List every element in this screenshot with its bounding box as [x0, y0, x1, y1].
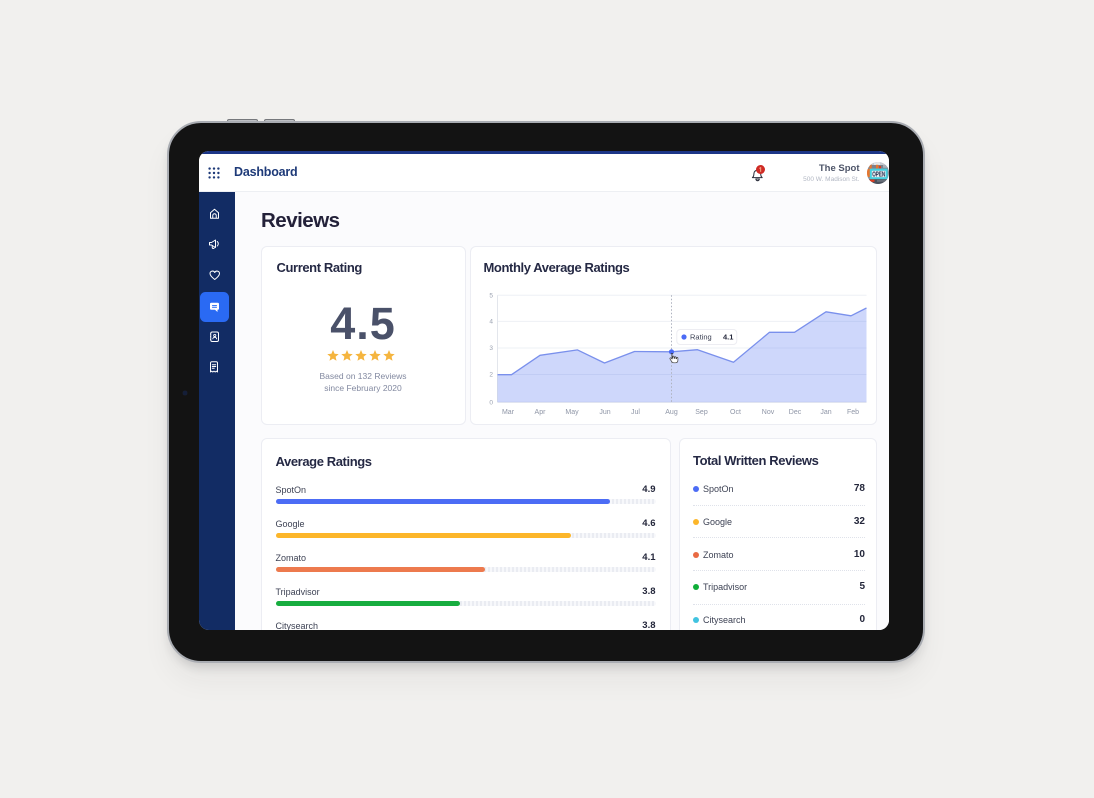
svg-text:Jan: Jan	[820, 409, 831, 416]
svg-text:Mar: Mar	[502, 409, 515, 416]
svg-text:4: 4	[489, 318, 493, 325]
svg-text:3: 3	[489, 345, 493, 352]
svg-text:Feb: Feb	[847, 409, 859, 416]
svg-text:0: 0	[489, 399, 493, 406]
svg-text:4.1: 4.1	[723, 332, 733, 341]
svg-text:Jun: Jun	[599, 409, 610, 416]
svg-text:2: 2	[489, 371, 493, 378]
svg-text:Apr: Apr	[535, 409, 547, 416]
svg-text:OPEN: OPEN	[872, 172, 885, 179]
svg-text:Jul: Jul	[631, 409, 640, 416]
svg-text:5: 5	[489, 292, 493, 299]
svg-text:Rating: Rating	[690, 332, 712, 341]
svg-text:Oct: Oct	[730, 409, 741, 416]
svg-text:May: May	[565, 409, 579, 416]
svg-text:Aug: Aug	[665, 409, 678, 416]
svg-text:Nov: Nov	[762, 409, 775, 416]
svg-text:Sep: Sep	[695, 409, 708, 416]
svg-text:Dec: Dec	[789, 409, 802, 416]
